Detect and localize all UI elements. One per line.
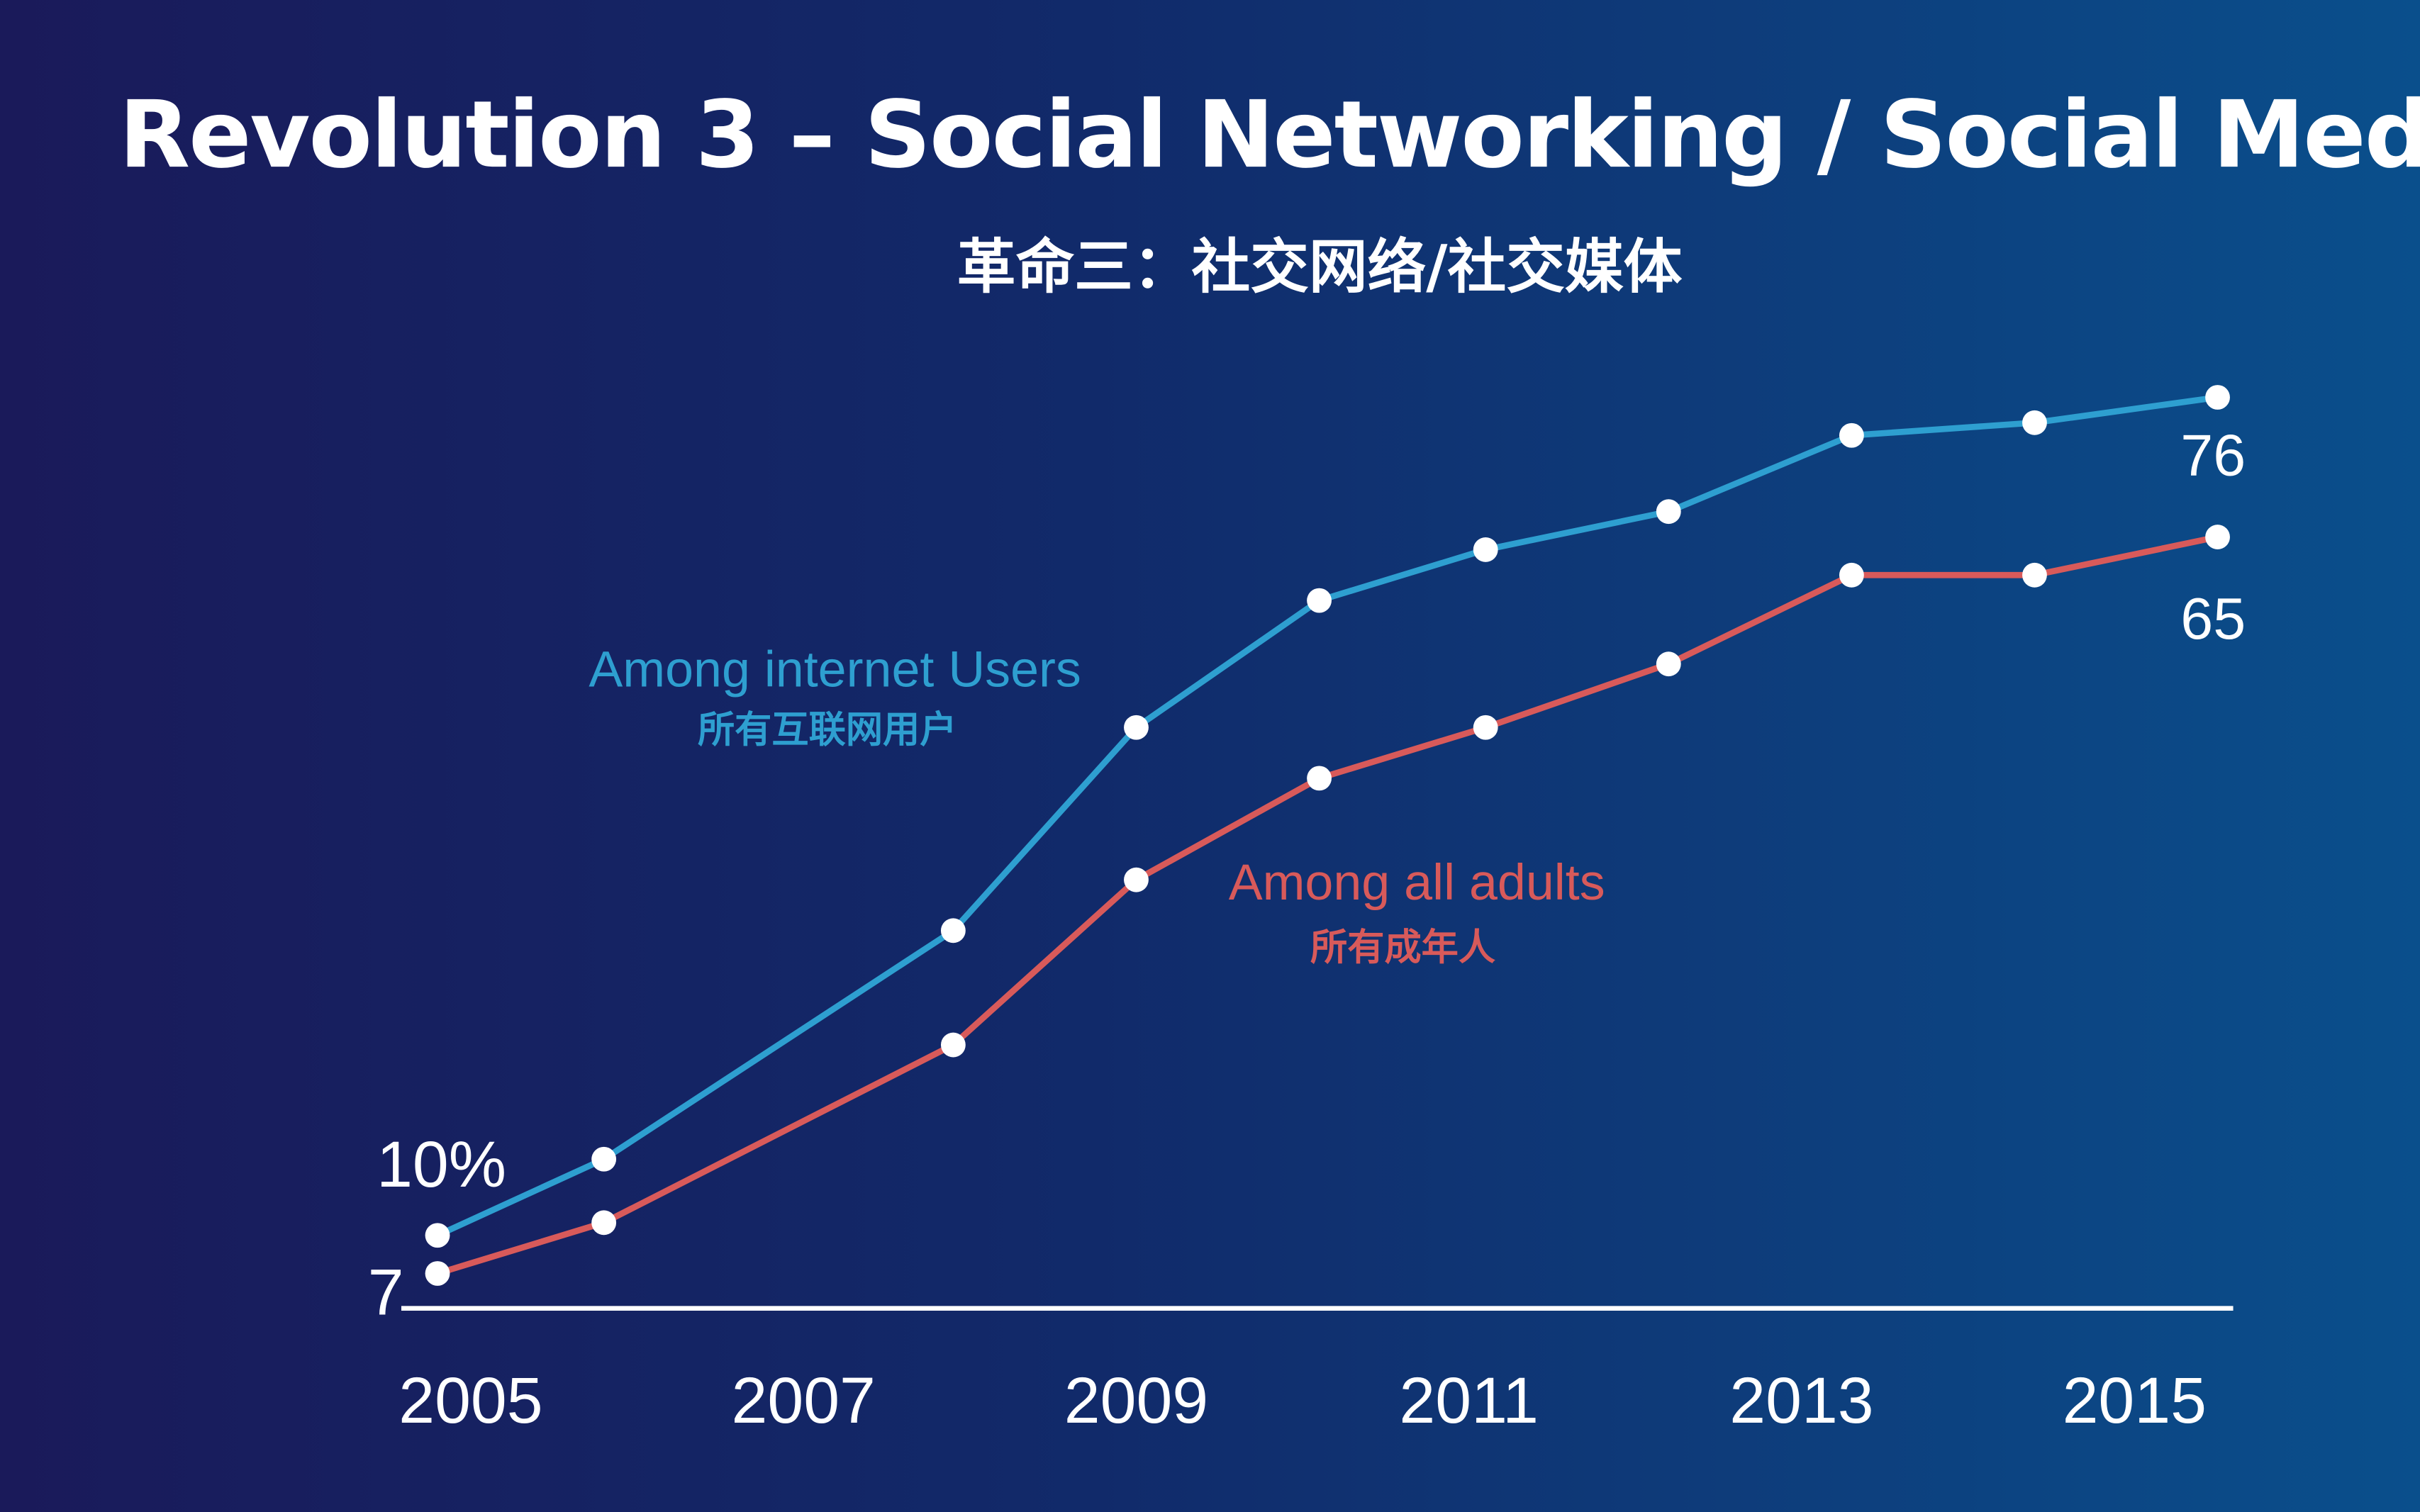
legend-all-adults-zh: 所有成年人 xyxy=(1310,926,1495,969)
start-label-internet-users: 10% xyxy=(377,1129,506,1201)
data-point-internet-users xyxy=(1473,537,1498,562)
data-point-all-adults xyxy=(591,1210,617,1236)
data-point-internet-users xyxy=(2205,385,2230,410)
chart-subtitle: 革命三：社交网络/社交媒体 xyxy=(957,233,1683,301)
end-label-all-adults: 65 xyxy=(2180,586,2246,651)
x-tick-label: 2011 xyxy=(1399,1365,1539,1437)
data-point-all-adults xyxy=(1839,562,1864,588)
data-point-all-adults xyxy=(425,1261,450,1286)
data-point-internet-users xyxy=(940,918,966,943)
start-label-all-adults: 7 xyxy=(368,1256,404,1328)
data-point-all-adults xyxy=(1473,715,1498,740)
data-point-internet-users xyxy=(1656,499,1681,525)
data-point-internet-users xyxy=(425,1223,450,1248)
end-label-internet-users: 76 xyxy=(2180,422,2246,488)
x-tick-label: 2013 xyxy=(1729,1365,1873,1437)
data-point-internet-users xyxy=(2022,410,2047,435)
x-tick-label: 2005 xyxy=(398,1365,542,1437)
data-point-all-adults xyxy=(2022,562,2047,588)
data-point-all-adults xyxy=(1124,867,1149,892)
legend-internet-users: Among internet Users xyxy=(589,642,1081,698)
series-line-internet-users xyxy=(436,394,2219,1238)
data-point-internet-users xyxy=(1124,715,1149,740)
series-line-all-adults xyxy=(436,534,2219,1277)
data-point-all-adults xyxy=(2205,525,2230,549)
data-point-all-adults xyxy=(1307,766,1332,791)
data-point-internet-users xyxy=(1839,422,1864,448)
x-tick-label: 2009 xyxy=(1064,1365,1208,1437)
chart-title: Revolution 3 – Social Networking / Socia… xyxy=(119,81,2420,189)
x-tick-label: 2015 xyxy=(2063,1365,2207,1437)
x-tick-label: 2007 xyxy=(732,1365,876,1437)
data-point-internet-users xyxy=(591,1146,617,1172)
data-point-all-adults xyxy=(1656,651,1681,677)
legend-all-adults: Among all adults xyxy=(1229,854,1605,911)
data-point-internet-users xyxy=(1307,588,1332,613)
legend-internet-users-zh: 所有互联网用户 xyxy=(698,709,957,751)
data-point-all-adults xyxy=(940,1032,966,1058)
